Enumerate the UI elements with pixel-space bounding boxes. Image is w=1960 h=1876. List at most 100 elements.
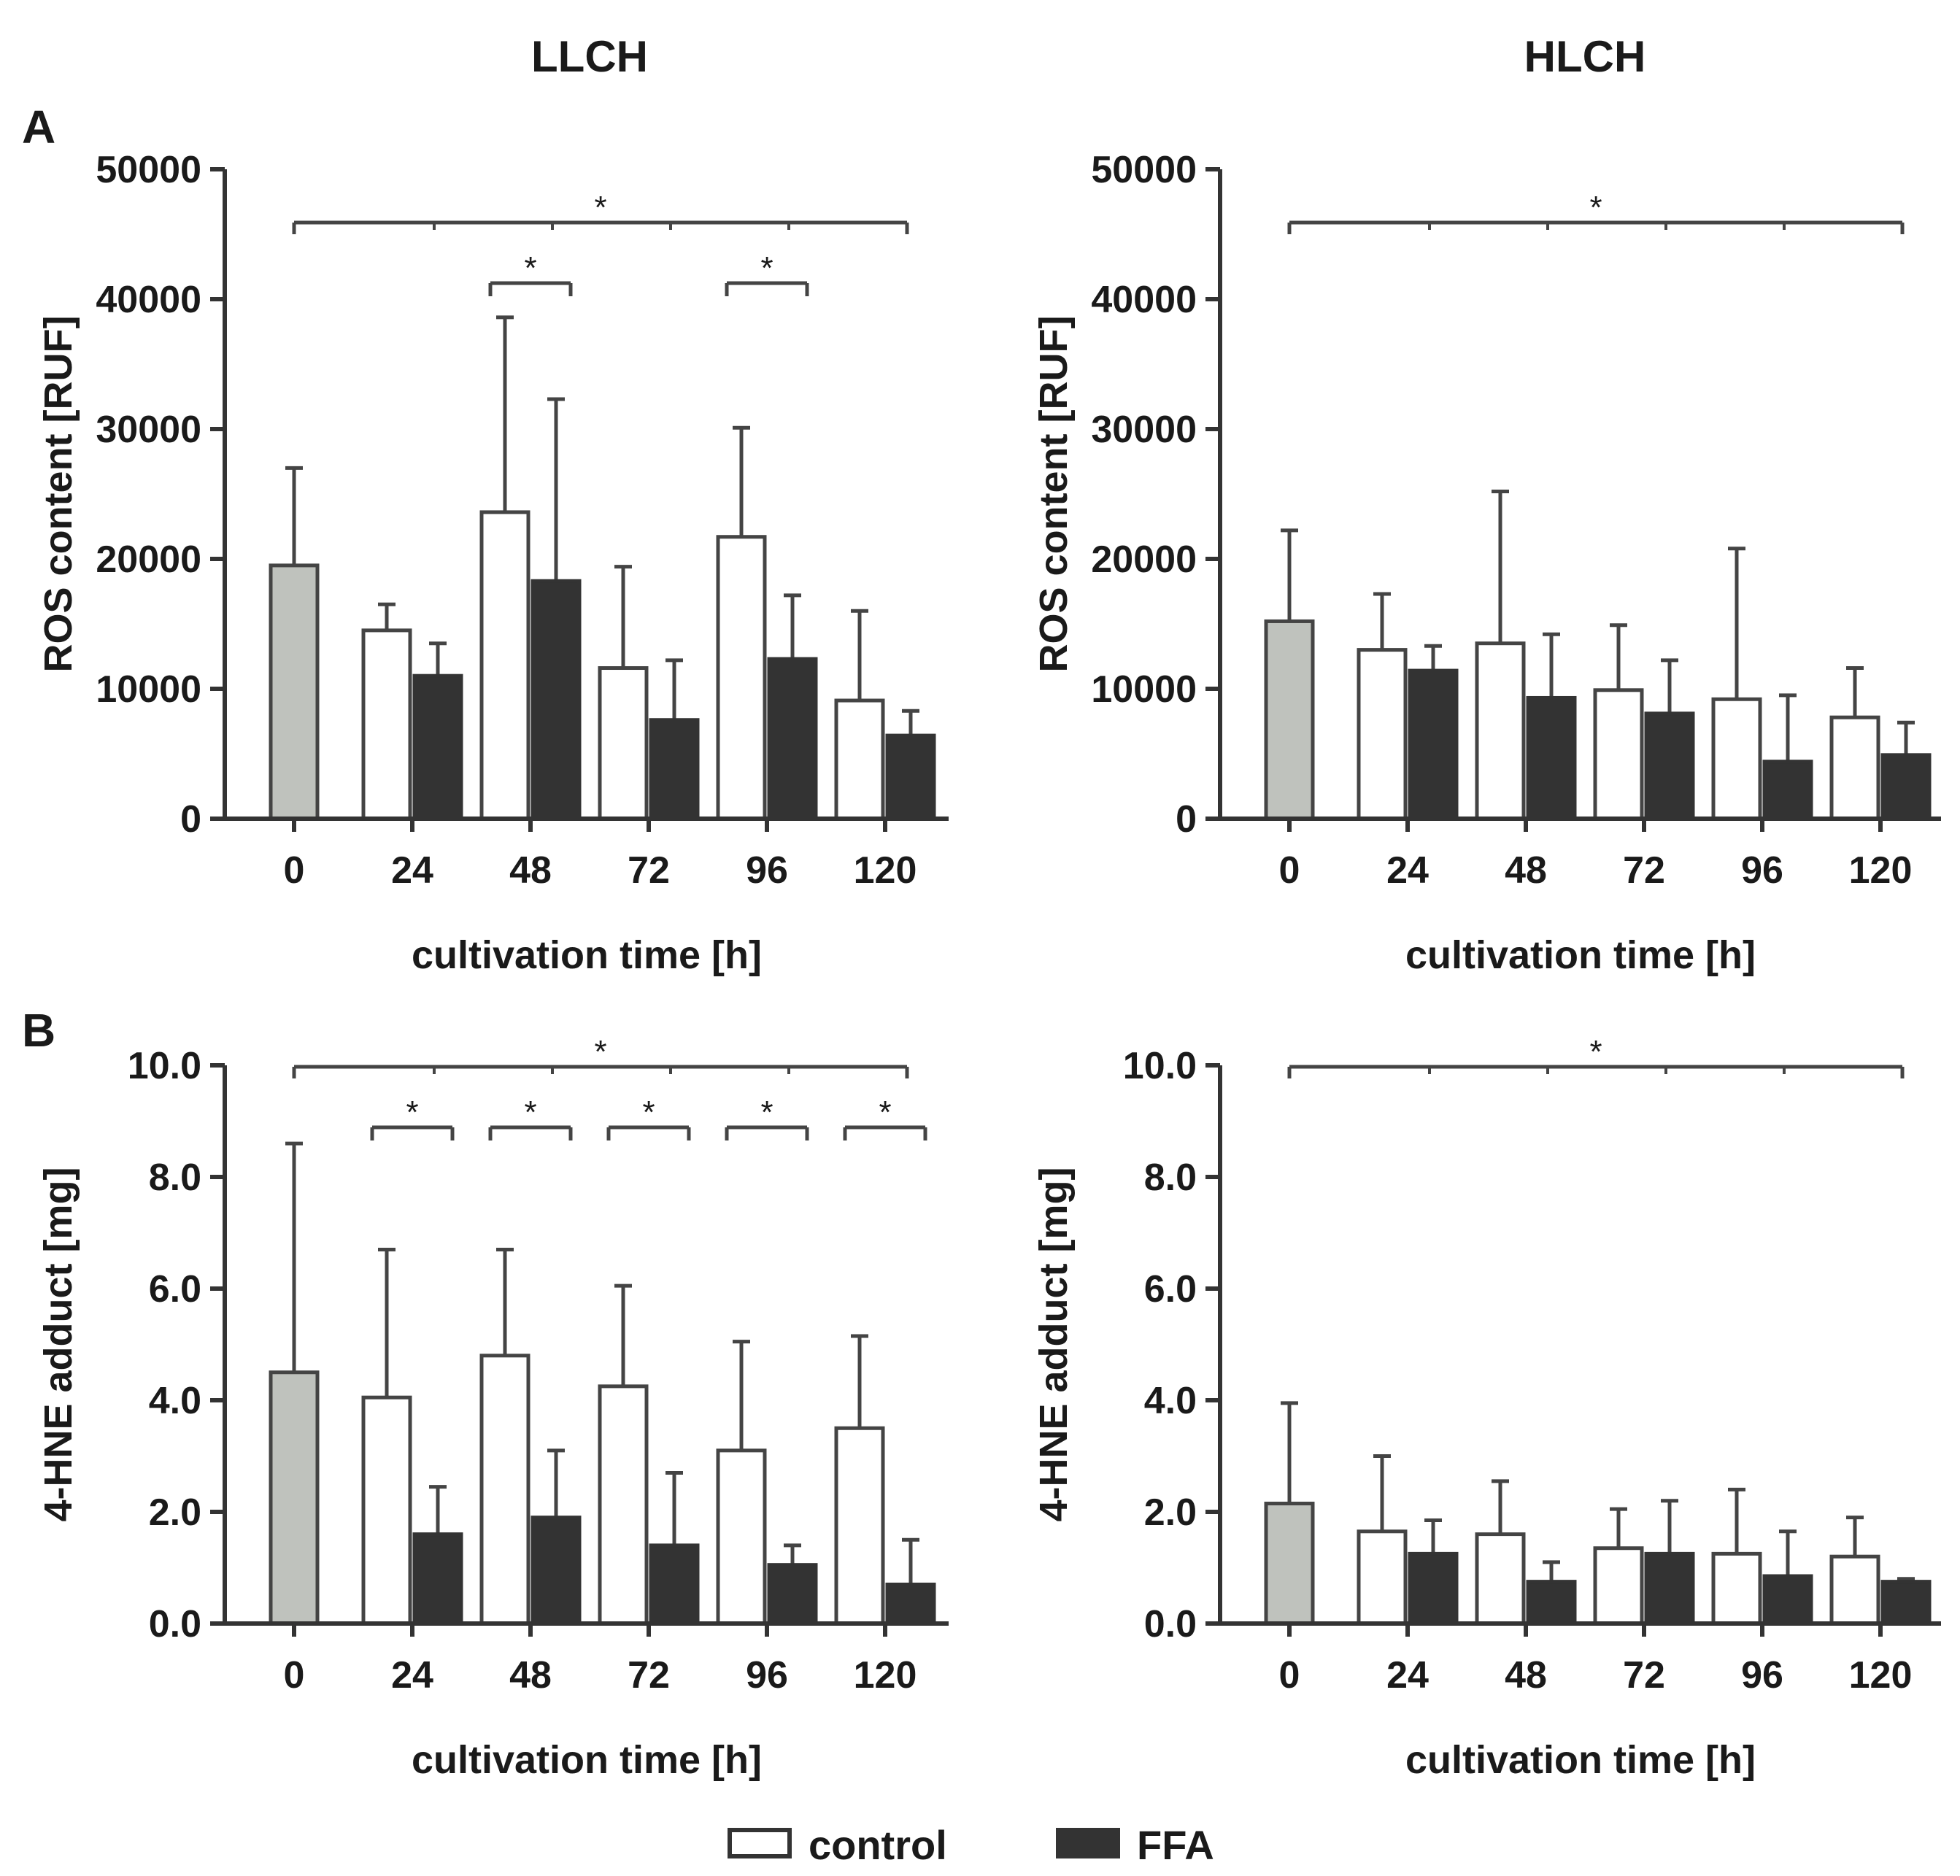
x-tick-label: 0 — [284, 1654, 305, 1696]
bar-control-96h — [716, 535, 767, 821]
bar-control-96h — [1711, 697, 1762, 821]
significance-star: * — [406, 1095, 418, 1130]
bar-ffa-72h — [649, 1543, 700, 1626]
chart-ros-hlch: 0 10000 20000 30000 40000 50000 0 24 48 72 96 120 cu… — [1032, 149, 1941, 977]
bar-ffa-96h — [767, 657, 818, 821]
panel-letter-a: A — [22, 101, 55, 153]
x-tick-label: 48 — [1505, 1654, 1547, 1696]
x-tick-label: 24 — [391, 1654, 433, 1696]
column-title-llch: LLCH — [531, 32, 648, 81]
x-tick-label: 96 — [1741, 1654, 1783, 1696]
bar-control-48h — [479, 1354, 530, 1626]
significance-star: * — [524, 1095, 536, 1130]
y-tick-label: 0 — [180, 798, 201, 841]
bar-control-48h — [479, 510, 530, 821]
bar-control-120h — [1829, 715, 1880, 821]
bar-control-72h — [1593, 1546, 1644, 1626]
x-tick-label: 0 — [1279, 1654, 1300, 1696]
significance-star: * — [594, 190, 606, 225]
x-axis-title: cultivation time [h] — [1405, 1738, 1756, 1782]
y-tick-label: 6.0 — [1144, 1268, 1197, 1311]
x-tick-label: 24 — [1386, 1654, 1429, 1696]
x-tick-label: 120 — [854, 1654, 917, 1696]
y-axis-title: 4-HNE adduct [mg] — [1032, 1167, 1076, 1522]
y-axis-title: ROS content [RUF] — [36, 316, 80, 673]
bar-ffa-48h — [1526, 1580, 1577, 1626]
y-tick-label: 8.0 — [1144, 1157, 1197, 1199]
bar-ffa-48h — [530, 579, 582, 821]
bar-control-72h — [598, 666, 649, 821]
y-tick-label: 0.0 — [149, 1603, 201, 1645]
x-tick-label: 120 — [1849, 849, 1913, 892]
x-tick-label: 24 — [391, 849, 433, 892]
bar-ffa-24h — [1408, 1551, 1459, 1626]
y-tick-label: 10000 — [96, 668, 201, 711]
y-tick-label: 30000 — [96, 409, 201, 451]
bar-control-120h — [1829, 1554, 1880, 1626]
bar-ffa-96h — [1762, 1574, 1813, 1626]
bar-control-24h — [361, 1395, 412, 1626]
x-tick-label: 96 — [1741, 849, 1783, 892]
y-tick-label: 8.0 — [149, 1157, 201, 1199]
significance-star: * — [594, 1034, 606, 1070]
bar-control-24h — [1357, 1529, 1408, 1626]
legend-control-label: control — [809, 1822, 947, 1868]
column-title-hlch: HLCH — [1524, 32, 1646, 81]
x-tick-label: 48 — [1505, 849, 1547, 892]
significance-star: * — [642, 1095, 655, 1130]
bar-ffa-96h — [1762, 760, 1813, 821]
y-tick-label: 30000 — [1091, 409, 1197, 451]
x-axis-title: cultivation time [h] — [412, 933, 762, 977]
y-tick-label: 40000 — [1091, 279, 1197, 321]
x-axis-title: cultivation time [h] — [412, 1738, 762, 1782]
y-tick-label: 20000 — [96, 539, 201, 581]
bar-baseline-0h — [269, 1370, 320, 1626]
chart-hne-hlch: 0.0 2.0 4.0 6.0 8.0 10.0 0 24 48 72 96 120 cultivati… — [1032, 1034, 1941, 1782]
x-tick-label: 24 — [1386, 849, 1429, 892]
y-tick-label: 50000 — [96, 149, 201, 191]
x-tick-label: 96 — [746, 849, 788, 892]
y-tick-label: 6.0 — [149, 1268, 201, 1311]
bar-control-24h — [361, 628, 412, 821]
bar-control-96h — [716, 1448, 767, 1626]
legend-ffa-swatch — [1056, 1828, 1120, 1858]
y-tick-label: 10000 — [1091, 668, 1197, 711]
chart-hne-llch: 0.0 2.0 4.0 6.0 8.0 10.0 0 24 48 72 96 120 cultivati… — [36, 1034, 949, 1782]
bar-baseline-0h — [269, 563, 320, 821]
bar-ffa-24h — [1408, 668, 1459, 821]
bar-ffa-120h — [885, 733, 936, 821]
y-axis-title: ROS content [RUF] — [1032, 316, 1076, 673]
chart-ros-llch: 0 10000 20000 30000 40000 50000 0 24 48 72 96 120 cu… — [36, 149, 949, 977]
bar-ffa-120h — [1880, 753, 1932, 821]
y-tick-label: 10.0 — [1123, 1045, 1197, 1087]
bar-ffa-72h — [1644, 711, 1695, 821]
y-tick-label: 0 — [1176, 798, 1197, 841]
y-tick-label: 0.0 — [1144, 1603, 1197, 1645]
x-tick-label: 120 — [854, 849, 917, 892]
significance-star: * — [1589, 1034, 1602, 1070]
y-tick-label: 20000 — [1091, 539, 1197, 581]
x-axis-title: cultivation time [h] — [1405, 933, 1756, 977]
y-tick-label: 50000 — [1091, 149, 1197, 191]
bar-ffa-120h — [885, 1582, 936, 1626]
x-tick-label: 96 — [746, 1654, 788, 1696]
bar-control-120h — [834, 698, 885, 821]
bar-control-120h — [834, 1426, 885, 1626]
significance-star: * — [524, 250, 536, 286]
bar-ffa-24h — [412, 673, 463, 821]
x-tick-label: 120 — [1849, 1654, 1913, 1696]
bar-baseline-0h — [1264, 619, 1315, 821]
bar-control-96h — [1711, 1551, 1762, 1626]
bar-ffa-96h — [767, 1563, 818, 1626]
significance-star: * — [879, 1095, 891, 1130]
y-tick-label: 2.0 — [1144, 1491, 1197, 1534]
y-axis-title: 4-HNE adduct [mg] — [36, 1167, 80, 1522]
x-tick-label: 72 — [628, 1654, 670, 1696]
x-tick-label: 72 — [1623, 849, 1665, 892]
x-tick-label: 48 — [509, 1654, 552, 1696]
y-tick-label: 4.0 — [1144, 1380, 1197, 1422]
significance-star: * — [1589, 190, 1602, 225]
bar-control-72h — [598, 1384, 649, 1626]
panel-letter-b: B — [22, 1004, 55, 1057]
